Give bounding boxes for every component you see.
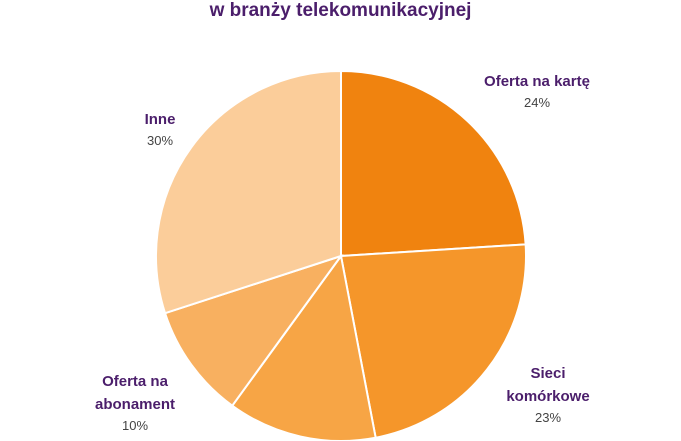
pie-slice [163,254,344,408]
value-label: 23% [534,410,562,425]
pie-slice [340,69,527,258]
category-label: Oferta na kartę [484,73,590,90]
slice-label: Sieci komórkowe 23% [493,362,603,428]
pie-slice [230,253,377,441]
value-label: 10% [121,418,149,433]
slice-label: Inne 30% [120,108,200,151]
pie-slice [155,69,342,315]
category-label: Sieci komórkowe [506,365,590,405]
value-label: 30% [146,133,174,148]
chart-title: w branży telekomunikacyjnej [209,0,472,21]
category-label: Oferta na abonament [94,373,175,413]
category-label: Inne [144,111,176,128]
pie-slice [339,243,527,439]
value-label: 24% [523,95,551,110]
slice-label: Oferta na kartę 24% [462,70,612,113]
slice-label: Oferta na abonament 10% [80,370,190,436]
